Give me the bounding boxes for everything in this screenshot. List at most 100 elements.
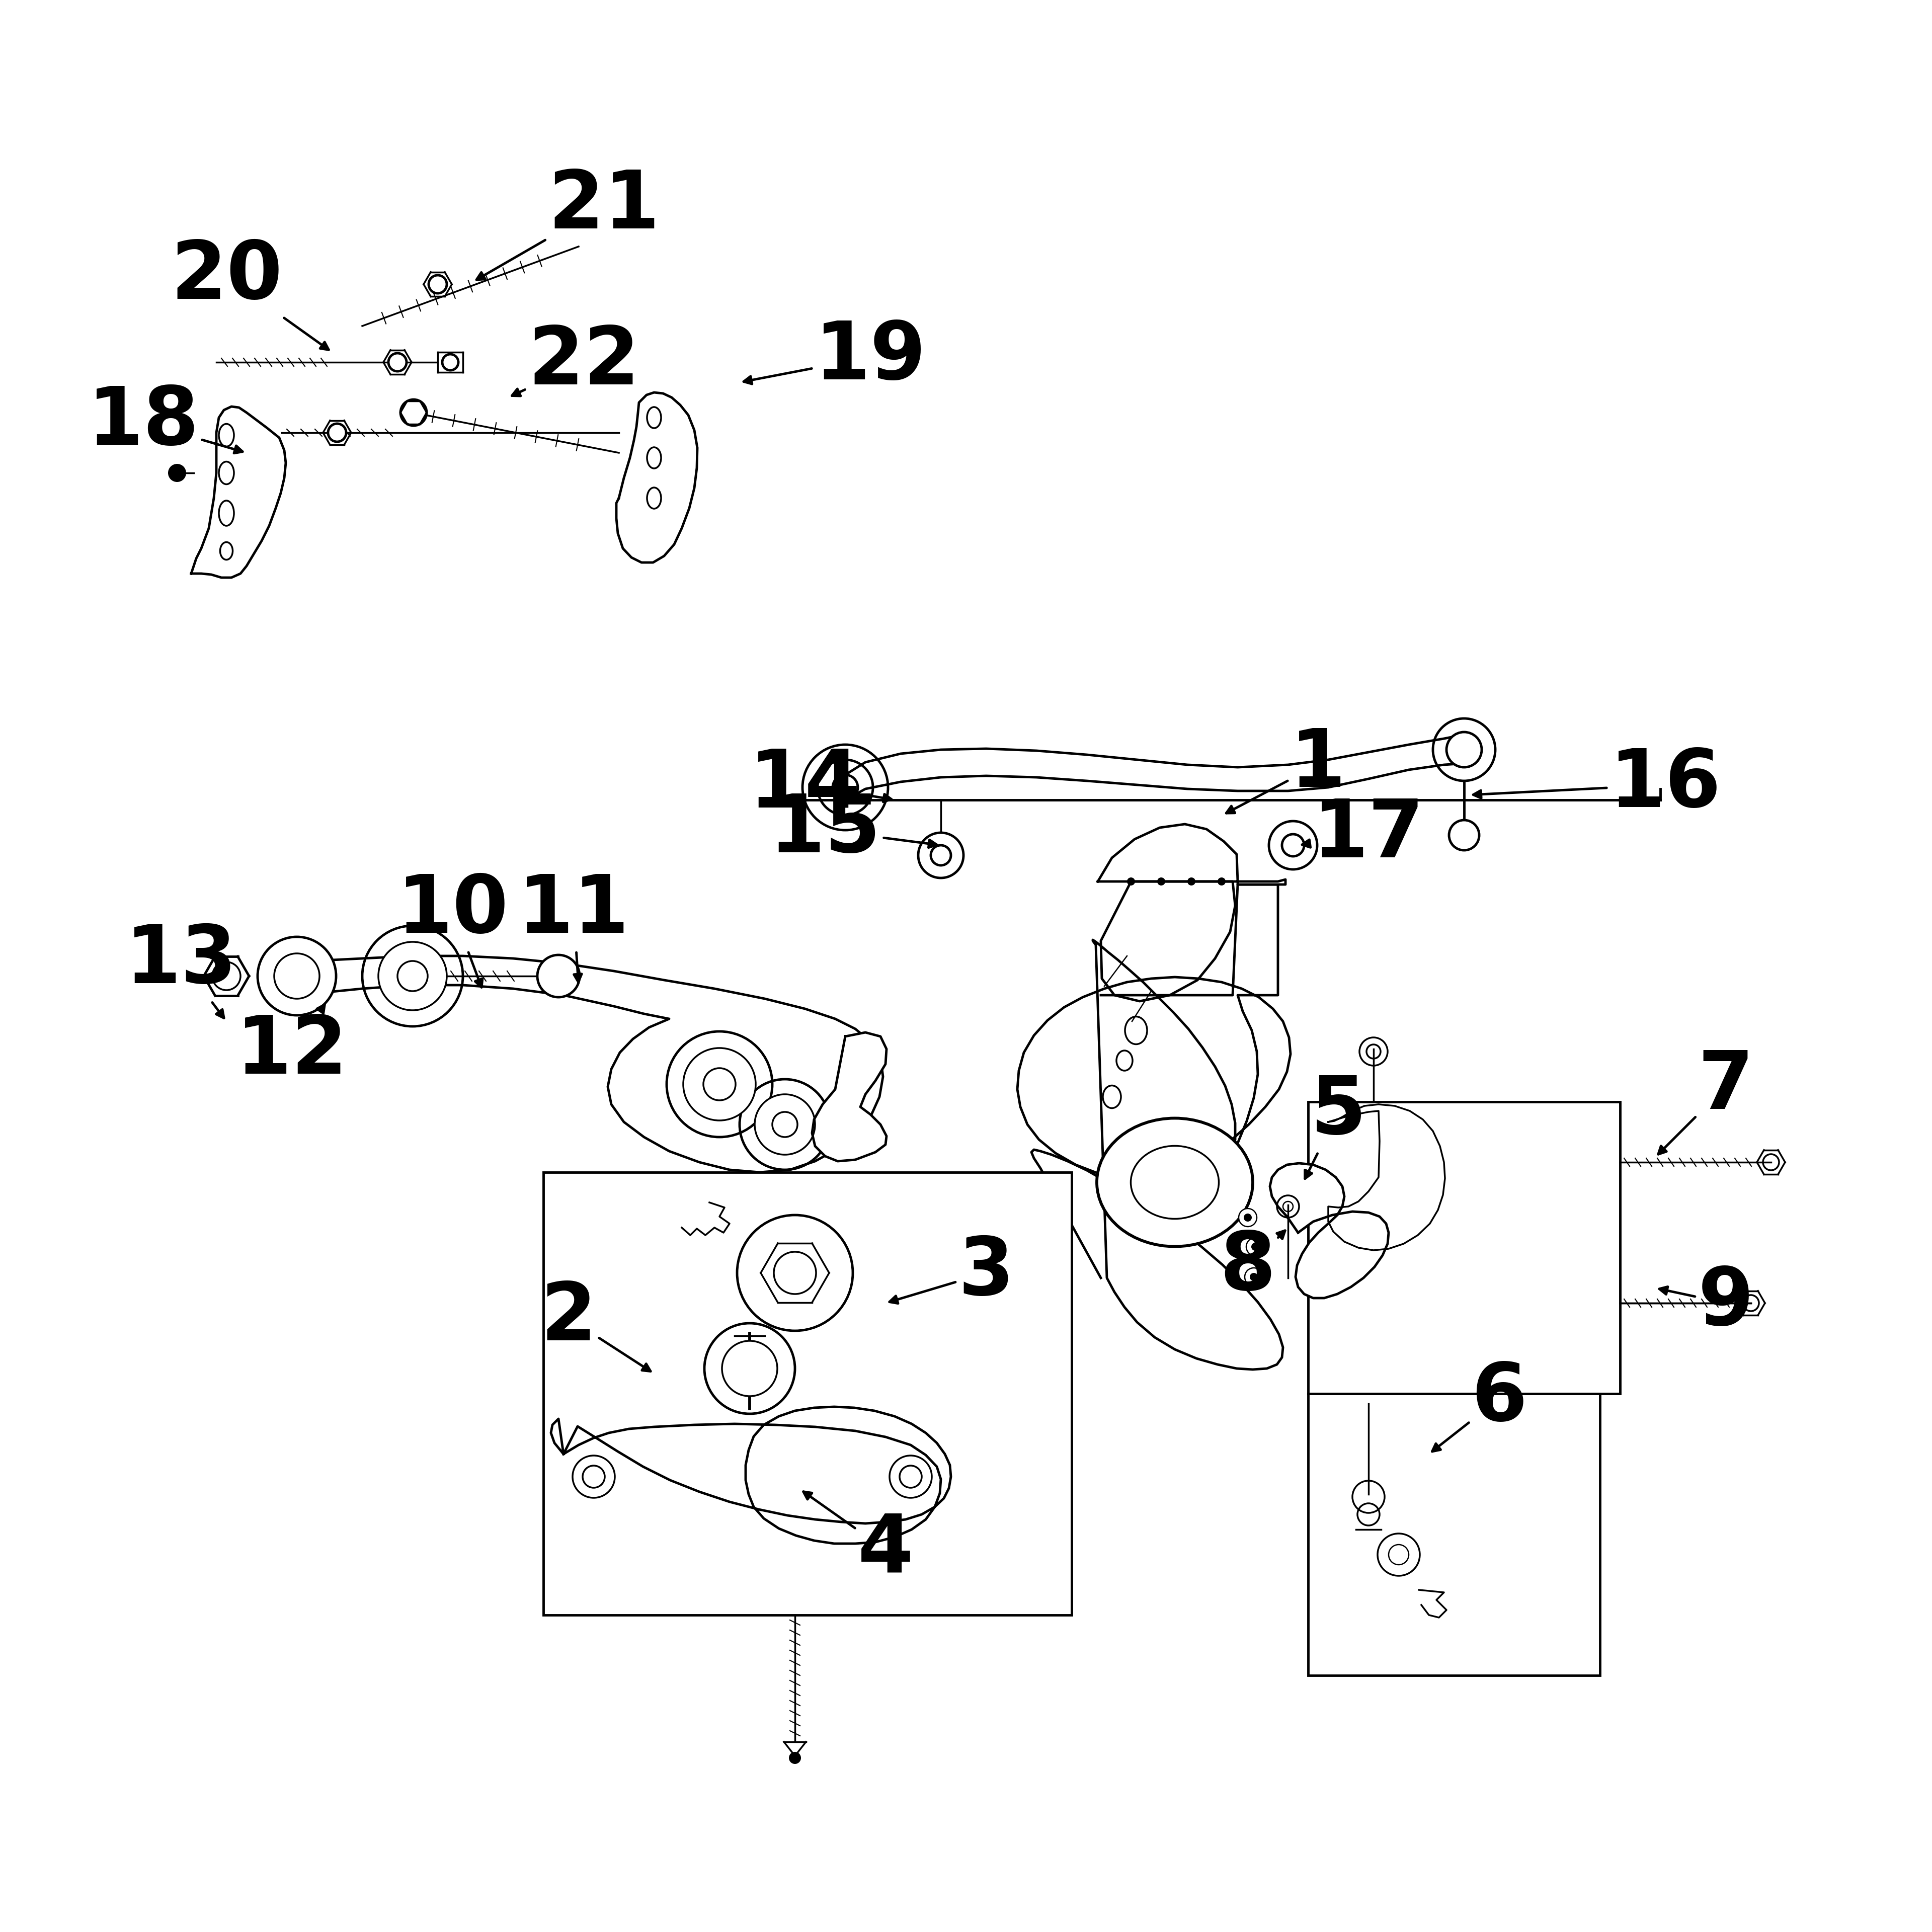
Circle shape <box>740 1080 831 1169</box>
Bar <box>1308 1393 1600 1675</box>
Circle shape <box>802 744 889 831</box>
Polygon shape <box>846 736 1464 800</box>
Circle shape <box>1762 1153 1779 1171</box>
Circle shape <box>775 1252 815 1294</box>
Text: 9: 9 <box>1660 1264 1754 1343</box>
Text: 21: 21 <box>477 168 659 280</box>
Circle shape <box>1743 1294 1758 1312</box>
Circle shape <box>1447 732 1482 767</box>
Text: 19: 19 <box>744 319 925 396</box>
Circle shape <box>667 1032 773 1138</box>
Circle shape <box>379 943 446 1010</box>
Circle shape <box>1188 877 1196 885</box>
Circle shape <box>918 833 964 877</box>
Ellipse shape <box>647 487 661 508</box>
Bar <box>543 1173 1072 1615</box>
Polygon shape <box>811 1032 887 1161</box>
Polygon shape <box>1097 825 1285 885</box>
Circle shape <box>400 400 427 425</box>
Circle shape <box>398 960 427 991</box>
Text: 10: 10 <box>396 871 508 987</box>
Circle shape <box>168 464 185 481</box>
Circle shape <box>429 274 446 294</box>
Circle shape <box>1252 1242 1260 1250</box>
Text: 6: 6 <box>1432 1360 1528 1451</box>
Text: 17: 17 <box>1302 796 1424 873</box>
Text: 15: 15 <box>769 792 937 869</box>
Ellipse shape <box>218 423 234 446</box>
Circle shape <box>889 1455 931 1497</box>
Circle shape <box>900 1466 922 1488</box>
Circle shape <box>684 1047 755 1121</box>
Ellipse shape <box>1124 1016 1148 1043</box>
Text: 18: 18 <box>87 384 243 462</box>
Text: 16: 16 <box>1474 746 1721 823</box>
Circle shape <box>442 354 458 371</box>
Circle shape <box>1366 1045 1381 1059</box>
Text: 3: 3 <box>889 1235 1014 1312</box>
Text: 4: 4 <box>804 1492 914 1588</box>
Circle shape <box>1449 819 1480 850</box>
Circle shape <box>213 962 240 989</box>
Ellipse shape <box>647 408 661 429</box>
Text: 7: 7 <box>1658 1047 1754 1153</box>
Circle shape <box>388 354 406 371</box>
Circle shape <box>328 423 346 442</box>
Circle shape <box>1352 1480 1385 1513</box>
Text: 5: 5 <box>1304 1072 1366 1179</box>
Text: 2: 2 <box>541 1279 651 1372</box>
Circle shape <box>172 468 182 477</box>
Bar <box>1308 1101 1621 1393</box>
Text: 20: 20 <box>170 238 328 350</box>
Polygon shape <box>1018 885 1291 1370</box>
Circle shape <box>723 1341 777 1397</box>
Ellipse shape <box>1130 1146 1219 1219</box>
Text: 8: 8 <box>1219 1229 1285 1306</box>
Circle shape <box>363 925 464 1026</box>
Ellipse shape <box>1103 1086 1121 1109</box>
Text: 12: 12 <box>236 1005 348 1090</box>
Ellipse shape <box>647 448 661 468</box>
Circle shape <box>1283 835 1304 856</box>
Text: 22: 22 <box>512 323 639 402</box>
Circle shape <box>1250 1273 1258 1281</box>
Polygon shape <box>1101 881 1235 1001</box>
Circle shape <box>1269 821 1318 869</box>
Circle shape <box>1283 1202 1293 1211</box>
Circle shape <box>1378 1534 1420 1577</box>
Ellipse shape <box>1097 1119 1252 1246</box>
Circle shape <box>1434 719 1495 781</box>
Circle shape <box>274 952 319 999</box>
Circle shape <box>537 954 580 997</box>
Polygon shape <box>272 956 883 1173</box>
Polygon shape <box>191 406 286 578</box>
Circle shape <box>1244 1213 1252 1221</box>
Circle shape <box>1217 877 1225 885</box>
Circle shape <box>1358 1503 1379 1526</box>
Circle shape <box>817 759 873 815</box>
Circle shape <box>1244 1267 1264 1287</box>
Circle shape <box>257 937 336 1016</box>
Circle shape <box>931 846 951 866</box>
Circle shape <box>1389 1544 1408 1565</box>
Circle shape <box>1277 1196 1298 1217</box>
Ellipse shape <box>218 500 234 526</box>
Text: 1: 1 <box>1227 726 1347 813</box>
Polygon shape <box>1329 1105 1445 1250</box>
Circle shape <box>1238 1209 1258 1227</box>
Circle shape <box>788 1752 802 1764</box>
Circle shape <box>773 1113 798 1138</box>
Text: 13: 13 <box>126 922 238 1018</box>
Polygon shape <box>1269 1163 1389 1298</box>
Circle shape <box>1246 1238 1264 1256</box>
Ellipse shape <box>220 543 232 560</box>
Ellipse shape <box>218 462 234 485</box>
Circle shape <box>583 1466 605 1488</box>
Circle shape <box>833 775 858 800</box>
Circle shape <box>705 1323 794 1414</box>
Polygon shape <box>551 1406 951 1544</box>
Circle shape <box>703 1068 736 1101</box>
Text: 14: 14 <box>750 746 891 823</box>
Circle shape <box>738 1215 852 1331</box>
Text: 11: 11 <box>518 871 630 981</box>
